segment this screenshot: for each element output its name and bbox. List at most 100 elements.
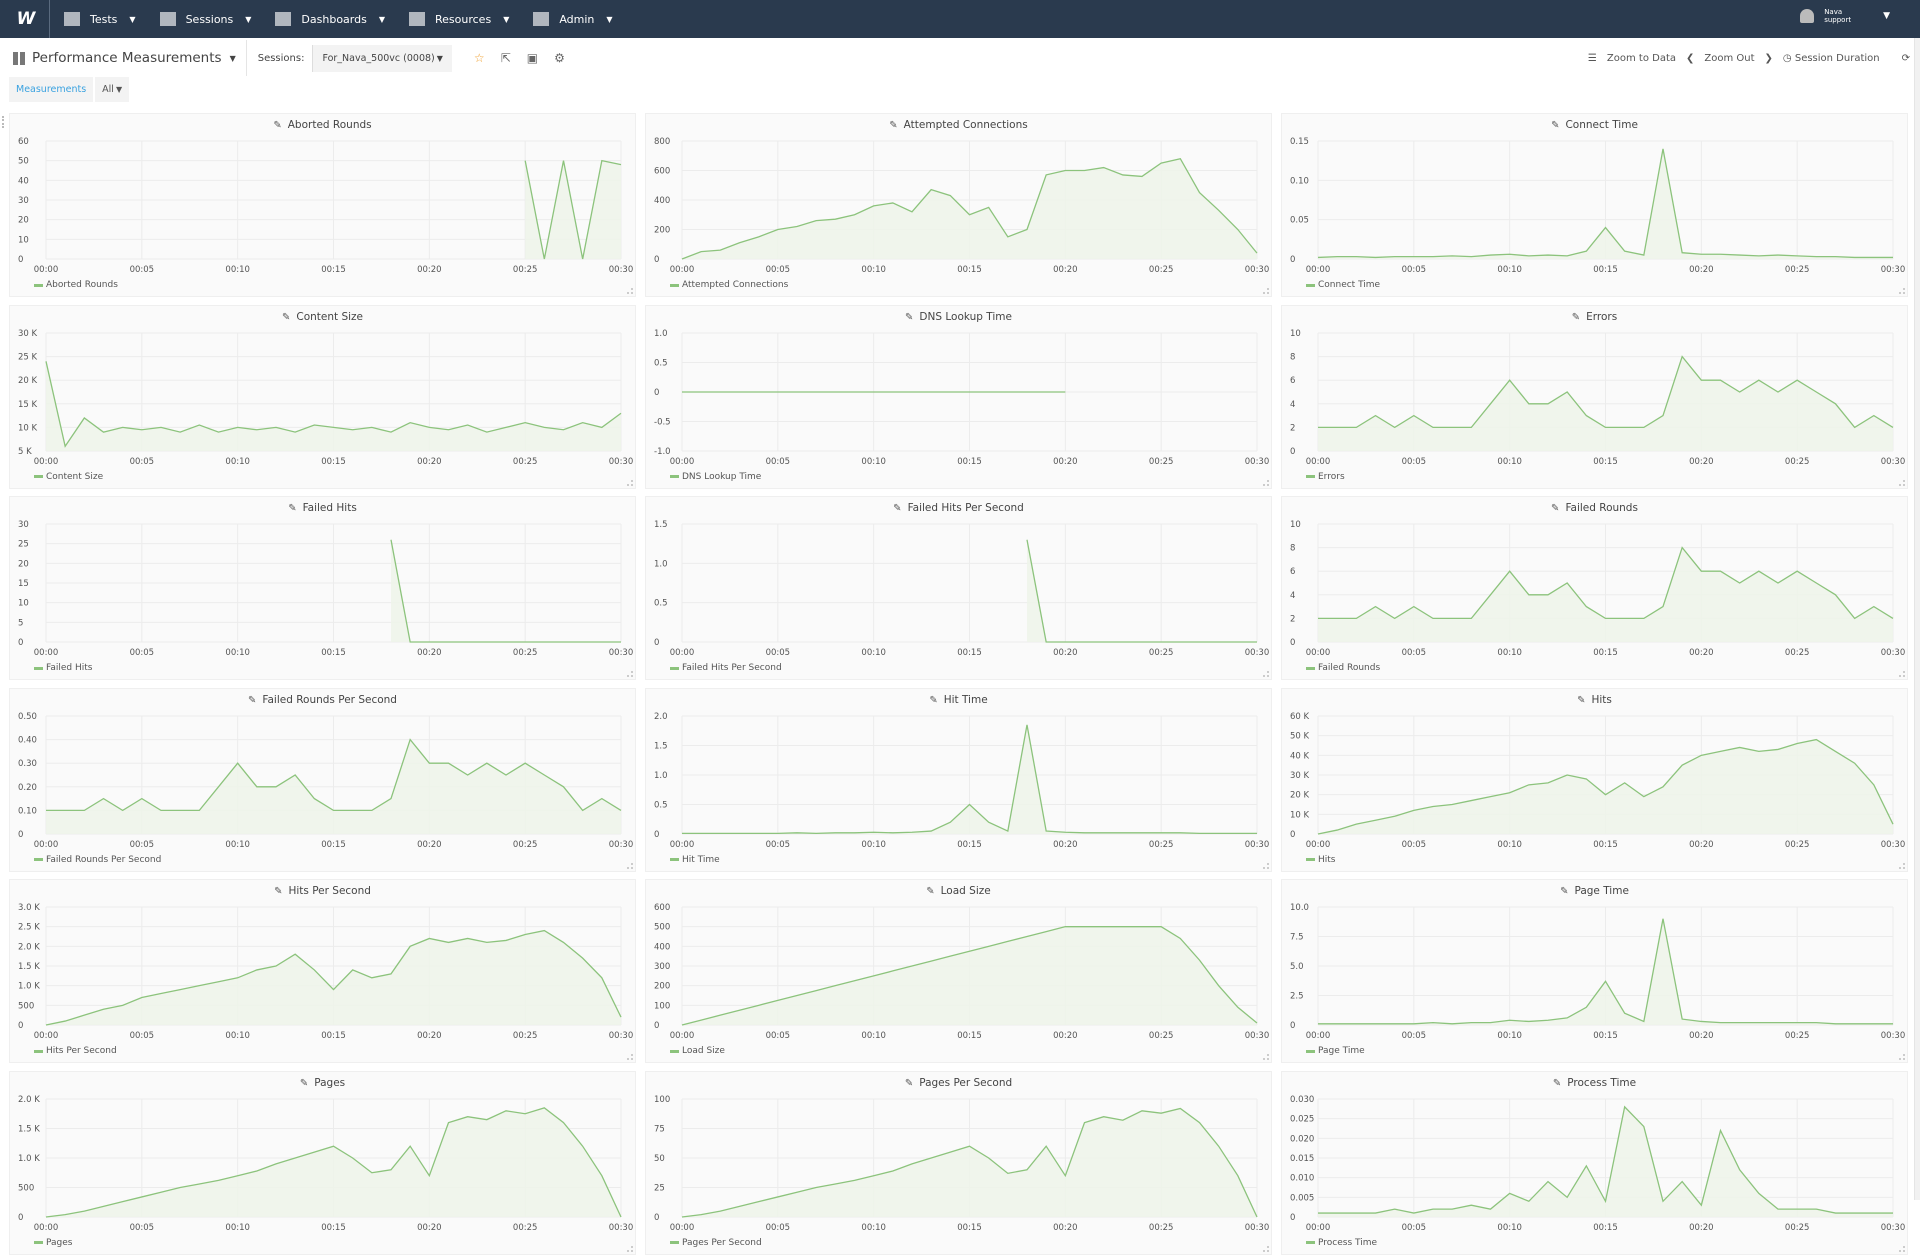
chart-title[interactable]: ✎ Aborted Rounds (10, 119, 635, 131)
chart-legend[interactable]: Failed Rounds Per Second (34, 855, 161, 865)
settings-gear-icon[interactable]: ⚙ (554, 51, 565, 65)
chart-title[interactable]: ✎ Pages (10, 1077, 635, 1089)
resize-handle[interactable] (1899, 288, 1905, 294)
chart-title[interactable]: ✎ Errors (1282, 311, 1907, 323)
chevron-left-icon[interactable]: ❮ (1686, 52, 1695, 64)
chart-legend[interactable]: Page Time (1306, 1046, 1365, 1056)
pencil-icon[interactable]: ✎ (926, 886, 935, 897)
zoom-to-data-button[interactable]: Zoom to Data (1606, 52, 1676, 64)
chart-title[interactable]: ✎ Failed Hits Per Second (646, 502, 1271, 514)
session-select[interactable]: For_Nava_500vc (0008) ▼ (312, 44, 452, 72)
chart-title[interactable]: ✎ DNS Lookup Time (646, 311, 1271, 323)
resize-handle[interactable] (1899, 1054, 1905, 1060)
chart-legend[interactable]: Hit Time (670, 855, 720, 865)
chart-legend[interactable]: Pages (34, 1238, 72, 1248)
app-logo[interactable]: W (0, 0, 50, 38)
refresh-icon[interactable]: ⟳ (1901, 52, 1910, 64)
resize-handle[interactable] (627, 1054, 633, 1060)
chart-title[interactable]: ✎ Content Size (10, 311, 635, 323)
resize-handle[interactable] (1263, 479, 1269, 486)
resize-handle[interactable] (1899, 671, 1905, 677)
chart-title[interactable]: ✎ Page Time (1282, 885, 1907, 897)
chart-legend[interactable]: Failed Hits (34, 663, 92, 673)
resize-handle[interactable] (1263, 288, 1269, 294)
resize-handle[interactable] (627, 862, 633, 869)
pencil-icon[interactable]: ✎ (274, 886, 283, 897)
chart-legend[interactable]: Aborted Rounds (34, 280, 118, 290)
legend-swatch (1306, 475, 1315, 478)
tab-measurements[interactable]: Measurements (9, 77, 94, 102)
chart-panel: ✎ DNS Lookup Time -1.0 -0.5 0 0.5 1.0 00:00 00:0… (645, 304, 1272, 489)
chart-legend[interactable]: Connect Time (1306, 280, 1380, 290)
chart-title[interactable]: ✎ Hit Time (646, 694, 1271, 706)
user-menu[interactable]: Nava support ▼ (1800, 8, 1890, 24)
nav-dashboards[interactable]: Dashboards ▼ (275, 12, 385, 26)
chart-legend[interactable]: Pages Per Second (670, 1238, 762, 1248)
pencil-icon[interactable]: ✎ (1551, 120, 1560, 131)
zoom-out-button[interactable]: Zoom Out (1704, 52, 1755, 64)
pencil-icon[interactable]: ✎ (1577, 694, 1586, 706)
pencil-icon[interactable]: ✎ (889, 120, 898, 131)
session-duration-button[interactable]: ◷ Session Duration (1783, 53, 1880, 64)
pencil-icon[interactable]: ✎ (904, 1077, 914, 1089)
nav-admin[interactable]: Admin ▼ (533, 12, 613, 26)
nav-sessions[interactable]: Sessions ▼ (159, 12, 251, 26)
chart-legend[interactable]: Hits (1306, 855, 1336, 865)
chart-legend[interactable]: DNS Lookup Time (670, 472, 761, 482)
star-icon[interactable]: ☆ (473, 51, 485, 65)
chart-title[interactable]: ✎ Process Time (1282, 1077, 1907, 1089)
chart-title[interactable]: ✎ Pages Per Second (646, 1077, 1271, 1089)
save-icon[interactable]: ▣ (526, 51, 539, 65)
chart-legend[interactable]: Load Size (670, 1046, 725, 1056)
chart-title[interactable]: ✎ Load Size (646, 885, 1271, 897)
pencil-icon[interactable]: ✎ (893, 503, 902, 514)
resize-handle[interactable] (627, 671, 633, 677)
chart-legend[interactable]: Failed Rounds (1306, 663, 1380, 673)
scrollbar[interactable] (1914, 38, 1920, 1200)
nav-resources[interactable]: Resources ▼ (409, 12, 509, 26)
resize-handle[interactable] (1899, 1245, 1905, 1252)
resize-handle[interactable] (1899, 479, 1905, 486)
chart-title[interactable]: ✎ Failed Hits (10, 502, 635, 514)
chart-title[interactable]: ✎ Failed Rounds (1282, 502, 1907, 514)
pencil-icon[interactable]: ✎ (1551, 503, 1560, 514)
resize-handle[interactable] (1263, 1054, 1269, 1060)
resize-handle[interactable] (627, 288, 633, 294)
filter-all-dropdown[interactable]: All ▼ (95, 77, 130, 102)
pencil-icon[interactable]: ✎ (281, 311, 291, 323)
resize-handle[interactable] (1263, 671, 1269, 677)
resize-handle[interactable] (1263, 862, 1269, 869)
resize-handle[interactable] (627, 1245, 633, 1252)
drag-handle[interactable] (2, 116, 5, 128)
x-tick-label: 00:10 (1497, 648, 1522, 658)
nav-dashboards-label: Dashboards (301, 12, 367, 26)
pencil-icon[interactable]: ✎ (299, 1077, 309, 1089)
dashboard-title-dropdown[interactable]: Performance Measurements ▼ (0, 40, 247, 76)
resize-handle[interactable] (1899, 862, 1905, 869)
share-icon[interactable]: ⇱ (500, 51, 511, 65)
chart-title[interactable]: ✎ Connect Time (1282, 119, 1907, 131)
pencil-icon[interactable]: ✎ (1571, 311, 1581, 323)
chart-title[interactable]: ✎ Failed Rounds Per Second (10, 694, 635, 706)
nav-tests[interactable]: Tests ▼ (64, 12, 136, 26)
chart-legend[interactable]: Errors (1306, 472, 1345, 482)
pencil-icon[interactable]: ✎ (1560, 886, 1569, 897)
pencil-icon[interactable]: ✎ (1552, 1077, 1562, 1089)
chart-legend[interactable]: Content Size (34, 472, 103, 482)
chart-legend[interactable]: Hits Per Second (34, 1046, 117, 1056)
pencil-icon[interactable]: ✎ (929, 694, 938, 706)
pencil-icon[interactable]: ✎ (905, 311, 914, 323)
pencil-icon[interactable]: ✎ (273, 120, 282, 131)
resize-handle[interactable] (1263, 1245, 1269, 1252)
chart-legend[interactable]: Failed Hits Per Second (670, 663, 782, 673)
chart-legend[interactable]: Process Time (1306, 1238, 1377, 1248)
chart-legend[interactable]: Attempted Connections (670, 280, 788, 290)
chart-title[interactable]: ✎ Hits Per Second (10, 885, 635, 897)
chevron-right-icon[interactable]: ❯ (1764, 52, 1773, 64)
resize-handle[interactable] (627, 479, 633, 486)
chart-title[interactable]: ✎ Attempted Connections (646, 119, 1271, 131)
chart-title[interactable]: ✎ Hits (1282, 694, 1907, 706)
pencil-icon[interactable]: ✎ (288, 503, 297, 514)
pencil-icon[interactable]: ✎ (248, 694, 257, 706)
x-tick-label: 00:20 (417, 840, 442, 850)
